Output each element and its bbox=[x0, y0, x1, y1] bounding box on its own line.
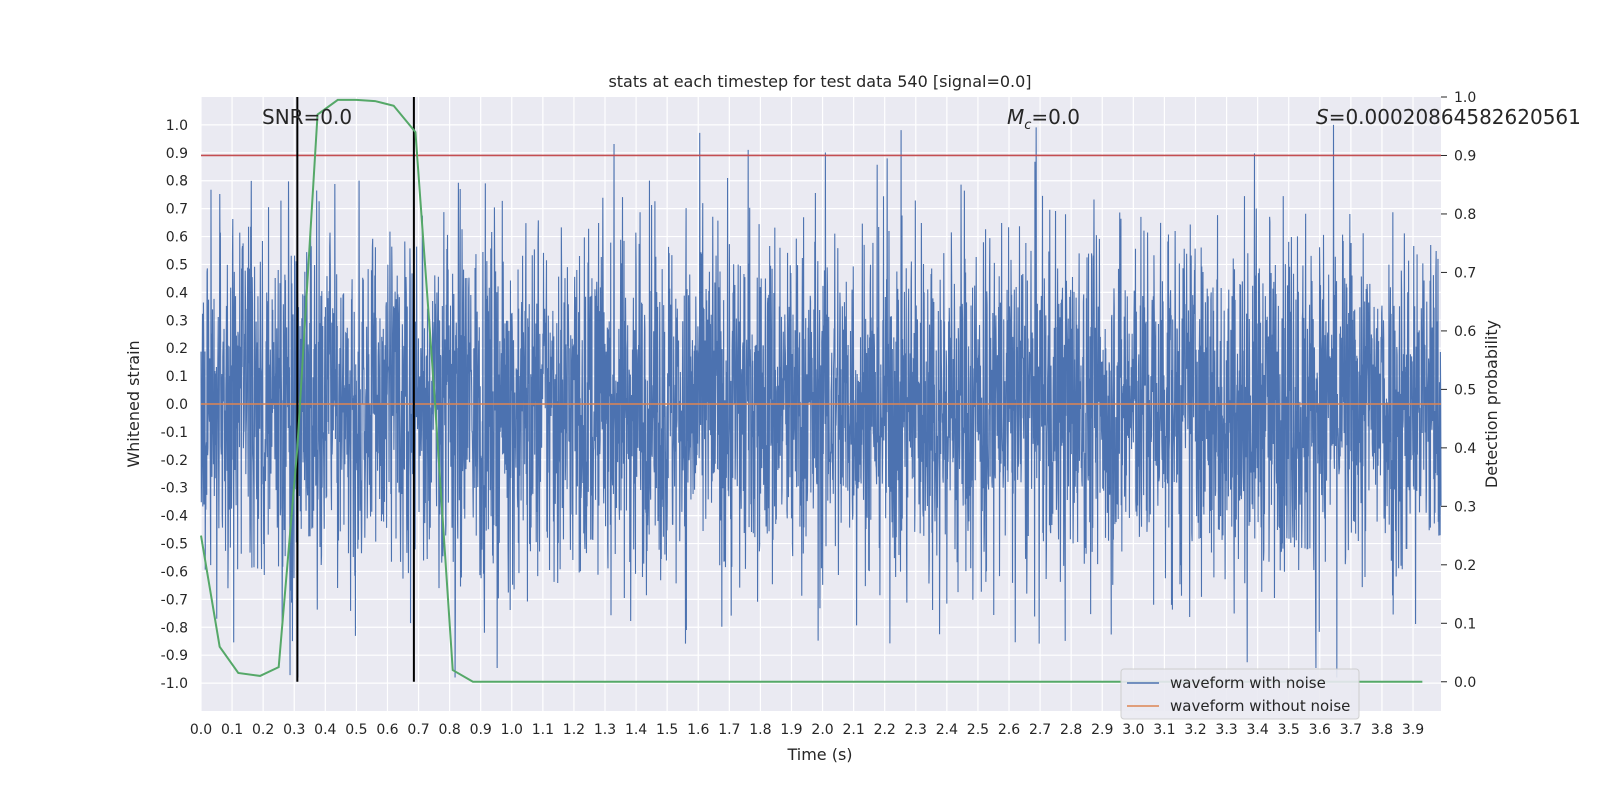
y-right-tick-label: 0.6 bbox=[1454, 324, 1476, 340]
x-tick-label: 0.2 bbox=[252, 722, 274, 738]
y-left-tick-label: 0.7 bbox=[166, 202, 188, 218]
y-right-tick-label: 0.4 bbox=[1454, 441, 1476, 457]
x-tick-label: 2.6 bbox=[998, 722, 1020, 738]
y-right-tick-label: 1.0 bbox=[1454, 90, 1476, 106]
y-right-tick-label: 0.7 bbox=[1454, 265, 1476, 281]
x-tick-label: 3.5 bbox=[1278, 722, 1300, 738]
x-tick-label: 3.2 bbox=[1184, 722, 1206, 738]
s-symbol: S bbox=[1316, 105, 1329, 129]
y-right-tick-label: 0.8 bbox=[1454, 207, 1476, 223]
x-tick-label: 0.9 bbox=[470, 722, 492, 738]
x-tick-label: 0.0 bbox=[190, 722, 212, 738]
y-right-tick-label: 0.9 bbox=[1454, 148, 1476, 164]
y-right-tick-label: 0.2 bbox=[1454, 558, 1476, 574]
x-tick-labels: 0.0 0.1 0.2 0.3 0.4 0.5 0.6 0.7 0.8 0.9 1.0 1.1 1.2 1… bbox=[190, 722, 1424, 738]
x-tick-label: 2.4 bbox=[936, 722, 958, 738]
y-left-axis-label: Whitened strain bbox=[124, 340, 143, 467]
x-tick-label: 0.3 bbox=[283, 722, 305, 738]
x-tick-label: 3.1 bbox=[1153, 722, 1175, 738]
x-tick-label: 3.8 bbox=[1371, 722, 1393, 738]
x-tick-label: 2.1 bbox=[842, 722, 864, 738]
x-tick-label: 2.9 bbox=[1091, 722, 1113, 738]
x-tick-label: 2.3 bbox=[905, 722, 927, 738]
x-tick-label: 3.9 bbox=[1402, 722, 1424, 738]
y-left-tick-label: -1.0 bbox=[161, 676, 188, 692]
x-tick-label: 0.6 bbox=[376, 722, 398, 738]
series-detection-probability bbox=[200, 98, 1423, 683]
x-tick-label: 2.2 bbox=[874, 722, 896, 738]
y-left-tick-label: -0.5 bbox=[161, 537, 188, 553]
legend: waveform with noise waveform without noi… bbox=[1120, 668, 1360, 720]
x-tick-label: 1.6 bbox=[687, 722, 709, 738]
y-left-tick-label: -0.8 bbox=[161, 620, 188, 636]
x-tick-label: 3.0 bbox=[1122, 722, 1144, 738]
x-tick-label: 1.8 bbox=[749, 722, 771, 738]
y-left-tick-label: 0.2 bbox=[166, 341, 188, 357]
x-tick-label: 0.4 bbox=[314, 722, 336, 738]
y-left-tick-label: -0.7 bbox=[161, 592, 188, 608]
x-tick-label: 1.7 bbox=[718, 722, 740, 738]
series-waveform-with-noise bbox=[200, 124, 1442, 678]
s-value: =0.00020864582620561 bbox=[1329, 105, 1581, 129]
x-tick-label: 2.8 bbox=[1060, 722, 1082, 738]
y-left-tick-label: 0.9 bbox=[166, 146, 188, 162]
snr-annotation: SNR=0.0 bbox=[262, 105, 352, 129]
x-tick-label: 0.5 bbox=[345, 722, 367, 738]
x-tick-label: 1.2 bbox=[563, 722, 585, 738]
y-left-tick-label: 1.0 bbox=[166, 118, 188, 134]
y-left-tick-label: 0.6 bbox=[166, 230, 188, 246]
chart-title: stats at each timestep for test data 540… bbox=[608, 72, 1031, 91]
y-left-tick-label: -0.3 bbox=[161, 481, 188, 497]
y-left-tick-label: -0.2 bbox=[161, 453, 188, 469]
x-tick-label: 3.7 bbox=[1340, 722, 1362, 738]
x-tick-label: 1.0 bbox=[501, 722, 523, 738]
y-left-tick-label: 0.3 bbox=[166, 313, 188, 329]
x-tick-label: 3.4 bbox=[1247, 722, 1269, 738]
x-tick-label: 3.3 bbox=[1215, 722, 1237, 738]
x-tick-label: 3.6 bbox=[1309, 722, 1331, 738]
y-left-tick-label: -0.6 bbox=[161, 564, 188, 580]
y-right-tick-label: 0.1 bbox=[1454, 616, 1476, 632]
legend-box bbox=[1120, 668, 1360, 720]
mc-subscript: c bbox=[1024, 118, 1031, 133]
x-tick-label: 0.8 bbox=[438, 722, 460, 738]
x-tick-label: 1.9 bbox=[780, 722, 802, 738]
y-left-tick-label: 0.5 bbox=[166, 257, 188, 273]
y-right-tick-label: 0.0 bbox=[1454, 675, 1476, 691]
mc-value: =0.0 bbox=[1031, 105, 1080, 129]
x-tick-label: 1.3 bbox=[594, 722, 616, 738]
y-right-axis-label: Detection probability bbox=[1482, 320, 1501, 488]
y-right-tick-labels: 1.0 0.9 0.8 0.7 0.6 0.5 0.4 0.3 0.2 0.1 0.0 bbox=[1441, 90, 1476, 691]
mc-annotation: Mc=0.0 bbox=[1007, 105, 1080, 133]
x-tick-label: 1.4 bbox=[625, 722, 647, 738]
y-left-tick-labels: 1.0 0.9 0.8 0.7 0.6 0.5 0.4 0.3 0.2 0.1 0.0 -0.1 -0.… bbox=[161, 118, 188, 692]
x-tick-label: 0.1 bbox=[221, 722, 243, 738]
x-tick-label: 2.5 bbox=[967, 722, 989, 738]
y-left-tick-label: -0.1 bbox=[161, 425, 188, 441]
x-tick-label: 2.0 bbox=[811, 722, 833, 738]
y-right-tick-label: 0.5 bbox=[1454, 382, 1476, 398]
y-left-tick-label: 0.1 bbox=[166, 369, 188, 385]
series-layer bbox=[200, 124, 1442, 678]
y-left-tick-label: -0.4 bbox=[161, 509, 188, 525]
y-right-tick-label: 0.3 bbox=[1454, 499, 1476, 515]
x-axis-label: Time (s) bbox=[786, 745, 852, 764]
y-left-tick-label: 0.8 bbox=[166, 174, 188, 190]
legend-label-clean: waveform without noise bbox=[1170, 697, 1350, 715]
x-tick-label: 1.5 bbox=[656, 722, 678, 738]
x-tick-label: 2.7 bbox=[1029, 722, 1051, 738]
y-left-tick-label: 0.0 bbox=[166, 397, 188, 413]
overlay bbox=[200, 97, 1441, 683]
x-tick-label: 1.1 bbox=[532, 722, 554, 738]
y-left-tick-label: -0.9 bbox=[161, 648, 188, 664]
x-tick-label: 0.7 bbox=[407, 722, 429, 738]
y-left-tick-label: 0.4 bbox=[166, 285, 188, 301]
legend-label-noise: waveform with noise bbox=[1170, 674, 1326, 692]
s-annotation: S=0.00020864582620561 bbox=[1316, 105, 1581, 129]
mc-symbol: M bbox=[1007, 105, 1024, 129]
